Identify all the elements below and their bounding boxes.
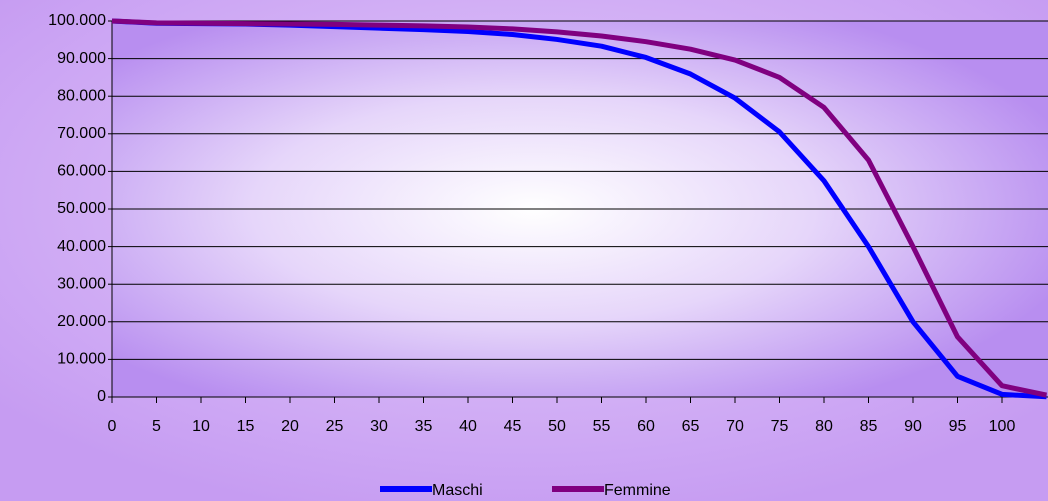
y-tick-label: 30.000: [57, 275, 106, 292]
x-tick-label: 50: [548, 418, 566, 435]
y-tick-label: 20.000: [57, 313, 106, 330]
x-tick-label: 100: [989, 418, 1016, 435]
x-tick-label: 10: [192, 418, 210, 435]
y-tick-label: 0: [97, 388, 106, 405]
x-tick-label: 85: [860, 418, 878, 435]
x-tick-label: 35: [415, 418, 433, 435]
y-tick-label: 70.000: [57, 125, 106, 142]
y-tick-label: 40.000: [57, 238, 106, 255]
x-tick-label: 25: [326, 418, 344, 435]
y-tick-label: 90.000: [57, 50, 106, 67]
x-tick-label: 90: [904, 418, 922, 435]
legend-label: Maschi: [432, 482, 483, 499]
x-tick-label: 15: [237, 418, 255, 435]
x-tick-label: 20: [281, 418, 299, 435]
x-tick-label: 75: [771, 418, 789, 435]
x-tick-label: 60: [637, 418, 655, 435]
x-tick-label: 95: [949, 418, 967, 435]
x-tick-label: 5: [152, 418, 161, 435]
y-tick-label: 10.000: [57, 351, 106, 368]
x-tick-label: 45: [504, 418, 522, 435]
x-tick-label: 40: [459, 418, 477, 435]
legend-label: Femmine: [604, 482, 671, 499]
x-tick-label: 65: [682, 418, 700, 435]
y-tick-label: 100.000: [48, 12, 106, 29]
x-tick-label: 55: [593, 418, 611, 435]
line-series: [111, 18, 1048, 398]
x-tick-label: 70: [726, 418, 744, 435]
y-tick-label: 80.000: [57, 87, 106, 104]
x-tick-label: 30: [370, 418, 388, 435]
y-tick-label: 50.000: [57, 200, 106, 217]
y-tick-label: 60.000: [57, 163, 106, 180]
x-tick-label: 80: [815, 418, 833, 435]
x-tick-label: 0: [108, 418, 117, 435]
